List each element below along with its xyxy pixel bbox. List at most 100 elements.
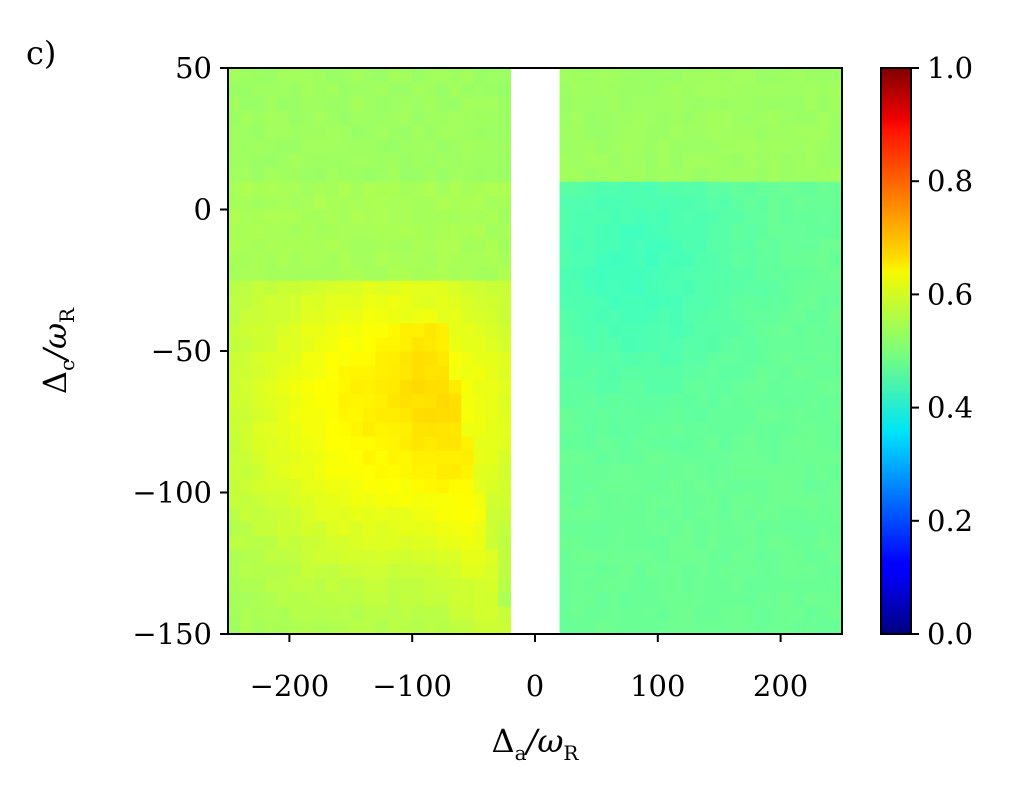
heatmap-cell	[461, 195, 475, 211]
heatmap-cell	[768, 351, 782, 366]
heatmap-cell	[731, 223, 745, 239]
heatmap-cell	[252, 266, 266, 281]
heatmap-cell	[277, 435, 290, 451]
heatmap-cell	[473, 379, 487, 395]
heatmap-cell	[436, 280, 450, 295]
heatmap-cell	[289, 478, 303, 494]
heatmap-cell	[473, 435, 487, 451]
heatmap-cell	[571, 450, 585, 465]
heatmap-cell	[436, 237, 450, 253]
heatmap-cell	[596, 492, 610, 508]
heatmap-cell	[706, 407, 720, 423]
heatmap-cell	[792, 393, 806, 409]
heatmap-cell	[719, 336, 733, 352]
heatmap-cell	[264, 322, 278, 338]
heatmap-cell	[424, 435, 438, 451]
heatmap-cell	[387, 549, 401, 564]
heatmap-cell	[473, 464, 487, 479]
heatmap-cell	[436, 251, 450, 267]
heatmap-cell	[473, 351, 487, 366]
heatmap-cell	[461, 237, 475, 253]
heatmap-cell	[780, 68, 794, 83]
heatmap-cell	[670, 223, 683, 239]
heatmap-cell	[792, 280, 806, 295]
heatmap-cell	[461, 393, 475, 409]
heatmap-cell	[326, 167, 340, 182]
heatmap-cell	[485, 152, 499, 168]
heatmap-cell	[485, 124, 499, 140]
heatmap-cell	[473, 534, 487, 550]
heatmap-cell	[706, 308, 720, 324]
heatmap-cell	[633, 563, 647, 578]
heatmap-cell	[412, 124, 426, 140]
heatmap-cell	[571, 619, 585, 635]
heatmap-cell	[731, 591, 745, 607]
heatmap-cell	[473, 195, 487, 211]
heatmap-cell	[645, 605, 659, 621]
heatmap-cell	[571, 152, 585, 168]
heatmap-cell	[805, 577, 819, 593]
heatmap-cell	[412, 181, 426, 196]
heatmap-cell	[240, 605, 254, 621]
heatmap-cell	[756, 110, 769, 126]
heatmap-cell	[240, 251, 254, 267]
heatmap-cell	[412, 520, 426, 536]
heatmap-cell	[375, 379, 389, 395]
heatmap-cell	[694, 138, 708, 154]
heatmap-cell	[252, 110, 266, 126]
heatmap-cell	[313, 435, 327, 451]
heatmap-cell	[424, 520, 438, 536]
heatmap-cell	[682, 393, 696, 409]
heatmap-cell	[350, 110, 364, 126]
heatmap-cell	[485, 294, 499, 310]
heatmap-cell	[805, 393, 819, 409]
heatmap-cell	[387, 237, 401, 253]
heatmap-cell	[682, 435, 696, 451]
heatmap-cell	[498, 195, 512, 211]
heatmap-cell	[657, 619, 671, 635]
heatmap-cell	[768, 308, 782, 324]
heatmap-cell	[326, 393, 340, 409]
heatmap-cell	[252, 605, 266, 621]
heatmap-cell	[731, 124, 745, 140]
heatmap-cell	[289, 110, 303, 126]
heatmap-cell	[399, 138, 413, 154]
heatmap-cell	[670, 181, 683, 196]
heatmap-cell	[645, 520, 659, 536]
heatmap-cell	[694, 506, 708, 522]
heatmap-cell	[780, 280, 794, 295]
heatmap-cell	[792, 365, 806, 380]
heatmap-cell	[756, 563, 769, 578]
heatmap-cell	[682, 464, 696, 479]
heatmap-cell	[399, 549, 413, 564]
heatmap-cell	[620, 549, 634, 564]
y-axis-ticks: 500−50−100−150	[132, 51, 228, 651]
heatmap-cell	[252, 520, 266, 536]
heatmap-cell	[559, 464, 573, 479]
heatmap-cell	[657, 152, 671, 168]
heatmap-cell	[731, 308, 745, 324]
heatmap-cell	[608, 421, 622, 437]
heatmap-cell	[596, 68, 610, 83]
heatmap-cell	[608, 619, 622, 635]
heatmap-cell	[743, 591, 757, 607]
heatmap-cell	[645, 82, 659, 97]
heatmap-cell	[657, 110, 671, 126]
heatmap-cell	[792, 591, 806, 607]
heatmap-cell	[228, 209, 241, 225]
heatmap-cell	[657, 520, 671, 536]
heatmap-cell	[608, 379, 622, 395]
heatmap-cell	[301, 251, 315, 267]
heatmap-cell	[387, 619, 401, 635]
heatmap-cell	[682, 407, 696, 423]
heatmap-cell	[743, 322, 757, 338]
heatmap-cell	[792, 506, 806, 522]
heatmap-cell	[706, 336, 720, 352]
heatmap-cell	[301, 195, 315, 211]
heatmap-cell	[485, 181, 499, 196]
heatmap-cell	[485, 138, 499, 154]
heatmap-cell	[608, 251, 622, 267]
heatmap-cell	[473, 251, 487, 267]
heatmap-cell	[387, 365, 401, 380]
heatmap-cell	[706, 82, 720, 97]
